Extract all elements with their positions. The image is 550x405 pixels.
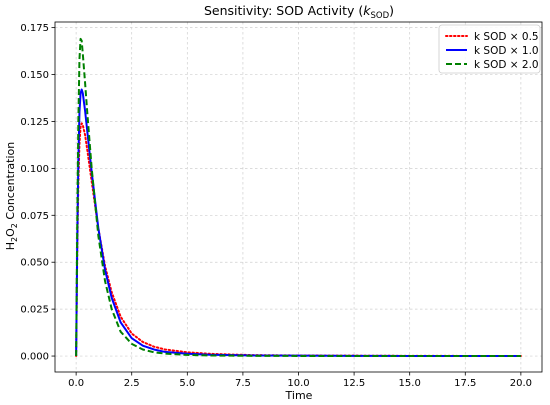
y-axis-label-sub2: 2	[10, 223, 19, 228]
y-tick-label: 0.175	[20, 23, 49, 34]
chart-title-end: )	[389, 3, 394, 18]
y-tick-label: 0.050	[20, 258, 49, 269]
x-tick-label: 7.5	[235, 378, 251, 389]
x-tick-label: 17.5	[454, 378, 476, 389]
y-tick-label: 0.075	[20, 211, 49, 222]
chart-title-sub: SOD	[371, 11, 390, 21]
legend-label-sod-0-5: k SOD × 0.5	[474, 31, 539, 43]
legend-box	[438, 24, 541, 74]
x-tick-label: 12.5	[343, 378, 365, 389]
legend: k SOD × 0.5 k SOD × 1.0 k SOD × 2.0	[438, 24, 541, 74]
y-axis-label-h: H	[4, 242, 17, 250]
chart-title-k: k	[363, 3, 371, 18]
y-tick-label: 0.025	[20, 305, 49, 316]
x-tick-label: 2.5	[124, 378, 140, 389]
x-tick-label: 5.0	[179, 378, 195, 389]
plot-lines	[75, 37, 522, 358]
y-tick-label: 0.000	[20, 352, 49, 363]
y-axis-label: H2O2 Concentration	[4, 142, 19, 250]
axis-ticks: 0.0 2.5 5.0 7.5 10.0 12.5 15.0 17.5 20.0 0.000 0.0…	[20, 23, 532, 389]
x-tick-label: 15.0	[399, 378, 421, 389]
chart-title: Sensitivity: SOD Activity (kSOD)	[204, 3, 394, 21]
y-axis-label-rest: Concentration	[4, 142, 17, 223]
legend-label-sod-2-0: k SOD × 2.0	[474, 59, 539, 71]
chart-title-main: Sensitivity: SOD Activity (	[204, 3, 363, 18]
y-tick-label: 0.150	[20, 70, 49, 81]
legend-label-sod-1-0: k SOD × 1.0	[474, 45, 539, 57]
y-tick-label: 0.125	[20, 117, 49, 128]
y-axis-label-sub1: 2	[10, 237, 19, 242]
y-tick-label: 0.100	[20, 164, 49, 175]
grid	[55, 22, 542, 372]
x-tick-label: 0.0	[68, 378, 84, 389]
series-line-2	[75, 37, 521, 358]
x-tick-label: 10.0	[287, 378, 309, 389]
y-axis-label-o: O	[4, 228, 17, 237]
x-axis-label: Time	[285, 389, 313, 402]
x-tick-label: 20.0	[510, 378, 532, 389]
